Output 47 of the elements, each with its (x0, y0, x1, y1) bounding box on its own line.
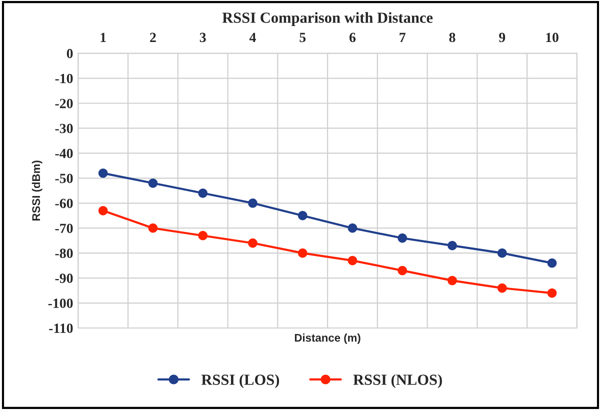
x-tick-label: 5 (300, 32, 306, 42)
point (448, 276, 457, 286)
x-tick-label: 8 (449, 32, 456, 42)
point (448, 240, 457, 250)
y-tick-label: -30 (55, 124, 73, 134)
point (398, 266, 408, 276)
point (348, 256, 358, 266)
legend-label: RSSI (LOS) (201, 374, 280, 388)
point (547, 288, 557, 298)
point (148, 178, 158, 188)
legend-label: RSSI (NLOS) (353, 374, 442, 388)
point (248, 238, 258, 248)
chart-title: RSSI Comparison with Distance (222, 12, 433, 26)
x-tick-label: 3 (200, 32, 206, 42)
x-axis-title: Distance (m) (294, 334, 360, 344)
y-tick-label: -90 (55, 274, 73, 284)
point (298, 210, 308, 220)
x-tick-label: 6 (349, 32, 356, 42)
point (198, 230, 208, 240)
y-tick-label: -100 (48, 298, 73, 308)
point (497, 283, 507, 293)
y-tick-label: -10 (55, 74, 73, 84)
y-tick-label: -80 (55, 248, 73, 258)
x-tick-label: 2 (150, 32, 156, 42)
y-tick-label: 0 (66, 48, 73, 58)
y-tick-label: -60 (55, 198, 73, 208)
x-tick-label: 7 (400, 32, 406, 42)
y-tick-label: -20 (55, 98, 73, 108)
x-tick-label: 10 (546, 32, 558, 42)
point (398, 233, 408, 243)
x-tick-label: 1 (100, 32, 106, 42)
x-tick-label: 4 (249, 32, 256, 42)
y-axis-title: RSSI (dBm) (32, 160, 42, 220)
x-tick-label: 9 (499, 32, 506, 42)
point (348, 223, 358, 233)
point (198, 188, 208, 198)
point (148, 223, 158, 233)
point (98, 206, 108, 216)
y-tick-label: -110 (49, 324, 73, 333)
y-tick-label: -40 (55, 148, 73, 158)
y-tick-label: -50 (55, 174, 73, 184)
point (248, 198, 258, 208)
point (298, 248, 308, 258)
y-tick-label: -70 (55, 224, 73, 234)
point (497, 248, 507, 258)
point (547, 258, 557, 268)
point (98, 168, 108, 178)
